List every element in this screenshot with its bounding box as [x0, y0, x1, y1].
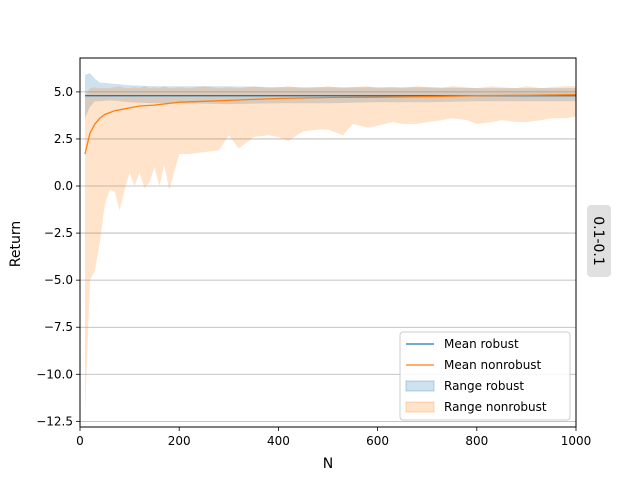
- y-tick-label: 2.5: [54, 132, 73, 146]
- mean-robust-legend-label: Mean robust: [444, 337, 519, 351]
- y-tick-label: −12.5: [36, 414, 73, 428]
- mean-nonrobust-line: [84, 94, 577, 155]
- legend-box: [399, 331, 571, 421]
- range-nonrobust-legend-swatch: [405, 401, 435, 413]
- x-tick-label: 600: [366, 434, 389, 448]
- plot-frame: [79, 57, 577, 428]
- x-axis-ticks: 0 200 400 600 800 1000: [76, 427, 591, 448]
- x-tick-label: 200: [168, 434, 191, 448]
- gridlines: [80, 91, 576, 422]
- range-robust-legend-label: Range robust: [444, 379, 524, 393]
- x-axis-label: N: [323, 456, 333, 472]
- x-tick-label: 800: [465, 434, 488, 448]
- side-label-box: 0.1-0.1: [587, 205, 611, 277]
- y-tick-label: 5.0: [54, 85, 73, 99]
- side-label: 0.1-0.1: [590, 216, 606, 266]
- y-axis-ticks: −12.5 −10.0 −7.5 −5.0 −2.5 0.0 2.5 5.0: [36, 85, 80, 428]
- y-tick-label: 0.0: [54, 179, 73, 193]
- y-axis-label: Return: [8, 221, 24, 267]
- y-tick-label: −10.0: [36, 367, 73, 381]
- legend: Mean robust Mean nonrobust Range robust Ran…: [399, 331, 571, 421]
- y-tick-label: −7.5: [44, 320, 73, 334]
- x-tick-label: 400: [267, 434, 290, 448]
- x-tick-label: 1000: [561, 434, 592, 448]
- range-nonrobust-band: [85, 86, 576, 414]
- mean-nonrobust-legend-label: Mean nonrobust: [444, 358, 542, 372]
- range-robust-legend-swatch: [405, 380, 435, 392]
- x-tick-label: 0: [76, 434, 84, 448]
- mean-lines: [84, 94, 577, 155]
- range-nonrobust-legend-label: Range nonrobust: [444, 400, 547, 414]
- y-tick-label: −5.0: [44, 273, 73, 287]
- side-label-background: [587, 205, 611, 277]
- y-tick-label: −2.5: [44, 226, 73, 240]
